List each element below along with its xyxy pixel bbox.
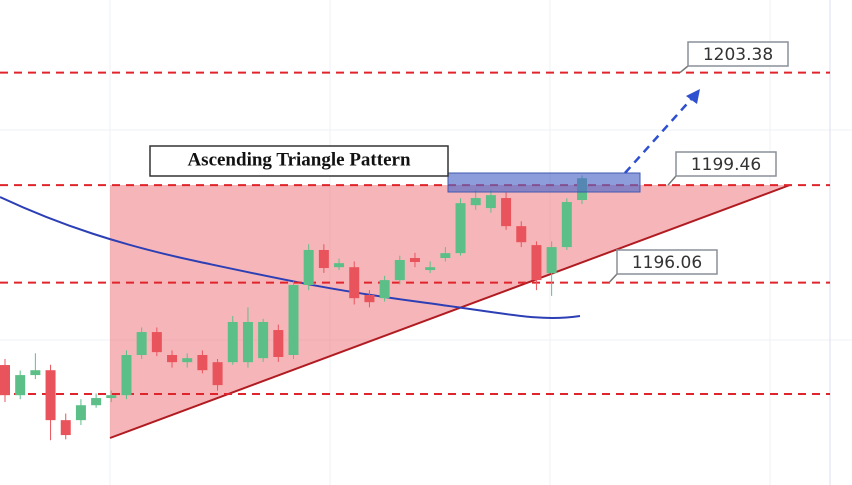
candle-body — [273, 330, 284, 358]
candle-body — [151, 332, 162, 353]
level-label-box — [687, 41, 789, 67]
candle-body — [45, 370, 56, 421]
support-line — [109, 184, 791, 439]
candle-body — [288, 284, 299, 355]
candle-body — [136, 332, 147, 355]
candle-body — [121, 354, 132, 396]
candle-body — [182, 358, 193, 363]
label-connector — [667, 175, 677, 186]
candle-body — [30, 370, 41, 376]
candle-body — [227, 321, 238, 363]
candle-body — [516, 226, 527, 243]
candle-body — [0, 365, 10, 396]
candle-body — [561, 202, 572, 248]
candle-body — [501, 198, 512, 227]
level-label: 1196.06 — [632, 253, 702, 273]
candle-body — [91, 398, 102, 406]
candle-body — [455, 203, 466, 254]
level-label: 1199.46 — [691, 155, 761, 175]
candle-body — [15, 375, 26, 396]
candle-body — [75, 405, 86, 421]
candle-body — [379, 280, 390, 299]
candle-body — [364, 295, 375, 303]
candle-body — [258, 321, 269, 359]
candle-body — [470, 198, 481, 206]
label-connector — [608, 273, 618, 284]
candle-body — [212, 362, 223, 386]
level-label-box — [675, 151, 777, 177]
candle-body — [546, 247, 557, 274]
candle-body — [334, 263, 345, 268]
candle-body — [485, 195, 496, 209]
candle-body — [197, 354, 208, 371]
candle-body — [60, 420, 71, 436]
candle-body — [409, 257, 420, 263]
candle-body — [531, 245, 542, 281]
candle-body — [394, 260, 405, 281]
level-label: 1203.38 — [703, 45, 773, 65]
label-connector — [679, 65, 689, 74]
title-box — [149, 145, 449, 177]
candle-body — [318, 249, 329, 269]
candle-body — [242, 321, 253, 363]
candle-body — [425, 267, 436, 271]
candle-body — [440, 253, 451, 258]
breakout-zone — [447, 172, 641, 193]
candle-body — [106, 395, 117, 399]
candle-body — [167, 354, 178, 363]
arrow-head — [686, 89, 700, 104]
projection-arrow — [624, 95, 695, 174]
level-label-box — [616, 249, 718, 275]
moving-average — [0, 196, 581, 320]
candle-body — [349, 267, 360, 299]
candle-body — [303, 249, 314, 285]
chart-title: Ascending Triangle Pattern — [187, 149, 410, 170]
